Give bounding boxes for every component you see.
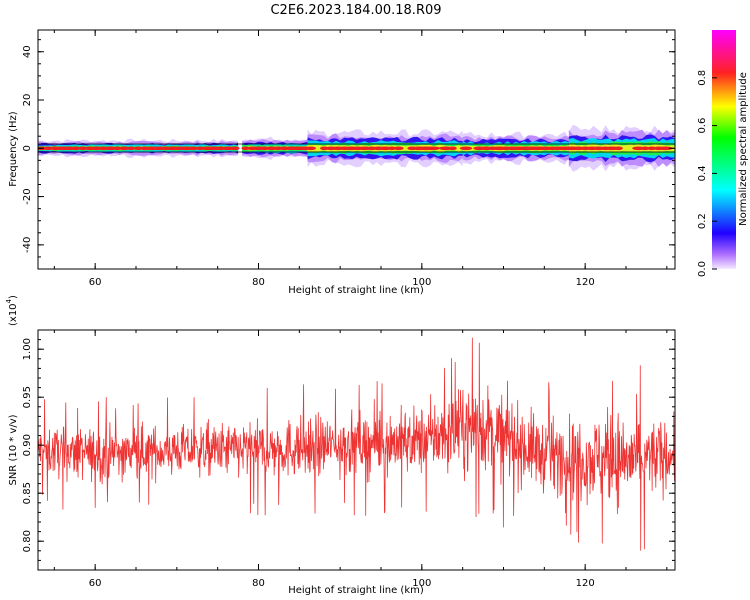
x-tick-label: 120 <box>576 578 595 589</box>
snr-series <box>38 337 675 551</box>
spectrogram-y-label: Frequency (Hz) <box>8 111 19 187</box>
y-tick-label: 20 <box>22 94 33 107</box>
snr-frame <box>37 329 676 571</box>
colorbar-ticks: 0.0 0.2 0.4 0.6 0.8 <box>697 70 717 277</box>
snr-line <box>38 337 675 551</box>
x-tick-label: 80 <box>252 578 265 589</box>
colorbar-label: Normalized spectral amplitude <box>738 72 749 226</box>
x-tick-label: 80 <box>252 277 265 288</box>
y-tick-label: -40 <box>22 237 33 253</box>
snr-y-label: SNR (10 * v/v) <box>8 414 19 485</box>
colorbar-tick-label: 0.8 <box>697 70 708 86</box>
ridge-core <box>229 146 240 151</box>
snr-x-label: Height of straight line (km) <box>288 585 424 596</box>
y-tick-label: -20 <box>22 188 33 204</box>
colorbar-gradient <box>712 30 736 269</box>
ridge-core <box>133 146 143 151</box>
ridge-core <box>187 146 199 151</box>
ridge-core <box>459 146 473 151</box>
ridge-core <box>387 146 396 151</box>
figure-title: C2E6.2023.184.00.18.R09 <box>270 3 441 18</box>
x-tick-label: 100 <box>412 578 431 589</box>
ridge-core <box>448 146 457 151</box>
y-tick-label: 0.95 <box>22 386 33 408</box>
x-tick-label: 100 <box>412 277 431 288</box>
spectrogram-x-ticks: 60 80 100 120 <box>53 30 668 288</box>
y-tick-label: 1.00 <box>22 338 33 360</box>
snr-multiplier: (x104) <box>5 295 19 326</box>
spectrogram-panel: 60 80 100 120 -40 -20 0 20 40 Height of straigh… <box>8 29 676 296</box>
y-tick-label: 0.85 <box>22 482 33 504</box>
ridge-core <box>118 146 131 151</box>
ridge-core <box>78 146 88 151</box>
colorbar-tick-label: 0.2 <box>697 213 708 229</box>
ridge-core <box>319 146 329 151</box>
y-tick-label: 0.90 <box>22 434 33 456</box>
ridge-core <box>305 146 317 151</box>
colorbar-tick-label: 0.0 <box>697 261 708 277</box>
ridge-core <box>393 146 404 151</box>
snr-y-ticks: 0.80 0.85 0.90 0.95 1.00 <box>22 338 675 561</box>
ridge-core <box>424 146 441 151</box>
snr-panel: 60 80 100 120 0.80 0.85 0.90 0.95 1.00 Height o… <box>5 295 676 596</box>
y-tick-label: 40 <box>22 45 33 58</box>
spectrogram-frame <box>37 29 676 270</box>
ridge-core <box>647 146 657 151</box>
snr-multiplier-exp: 4 <box>5 298 13 303</box>
y-tick-label: 0.80 <box>22 530 33 552</box>
colorbar-tick-label: 0.4 <box>697 165 708 181</box>
y-tick-label: 0 <box>22 145 33 151</box>
ridge-core <box>127 146 136 151</box>
x-tick-label: 60 <box>89 578 102 589</box>
x-tick-label: 60 <box>89 277 102 288</box>
x-tick-label: 120 <box>576 277 595 288</box>
spectrogram-y-ticks: -40 -20 0 20 40 <box>22 39 675 258</box>
colorbar-tick-label: 0.6 <box>697 118 708 134</box>
ridge-core <box>657 146 673 151</box>
ridge-layer <box>38 124 675 172</box>
ridge-core <box>62 146 76 151</box>
svg-text:(x104): (x104) <box>5 295 19 326</box>
snr-x-ticks: 60 80 100 120 <box>53 330 668 589</box>
ridge-core <box>195 146 205 151</box>
ridge-core <box>640 146 650 151</box>
spectrogram-x-label: Height of straight line (km) <box>288 285 424 296</box>
colorbar: 0.0 0.2 0.4 0.6 0.8 Normalized spectral ampl… <box>697 30 749 277</box>
ridge-core <box>241 146 250 151</box>
snr-multiplier-base: (x10 <box>8 303 19 326</box>
ridge-core <box>71 146 81 151</box>
ridge-core <box>614 146 623 151</box>
